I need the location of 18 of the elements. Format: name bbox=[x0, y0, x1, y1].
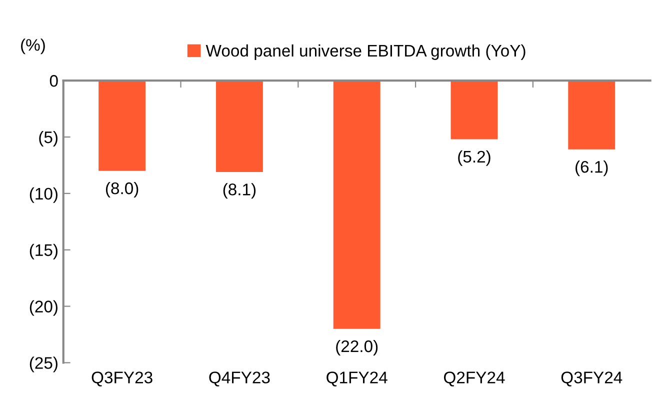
y-tick-label: (20) bbox=[30, 300, 58, 316]
data-label: (22.0) bbox=[336, 340, 378, 356]
y-tick-label: (5) bbox=[39, 130, 58, 147]
y-tick-label: (25) bbox=[30, 356, 58, 372]
y-tick-label: (10) bbox=[30, 187, 58, 203]
x-tick-label: Q3FY24 bbox=[561, 372, 622, 386]
data-label: (8.1) bbox=[223, 183, 256, 199]
data-label: (5.2) bbox=[458, 150, 490, 166]
x-tick-label: Q1FY24 bbox=[326, 372, 388, 386]
y-tick-label: 0 bbox=[50, 75, 58, 87]
x-tick-label: Q3FY23 bbox=[92, 372, 152, 386]
y-axis-title: (%) bbox=[21, 38, 45, 54]
x-tick-label: Q4FY23 bbox=[209, 372, 270, 386]
data-label: (8.0) bbox=[106, 182, 138, 198]
y-tick-label: (15) bbox=[30, 244, 58, 260]
x-tick-label: Q2FY24 bbox=[444, 372, 505, 386]
data-label: (6.1) bbox=[576, 160, 608, 176]
legend-label: Wood panel universe EBITDA growth (YoY) bbox=[206, 44, 526, 60]
